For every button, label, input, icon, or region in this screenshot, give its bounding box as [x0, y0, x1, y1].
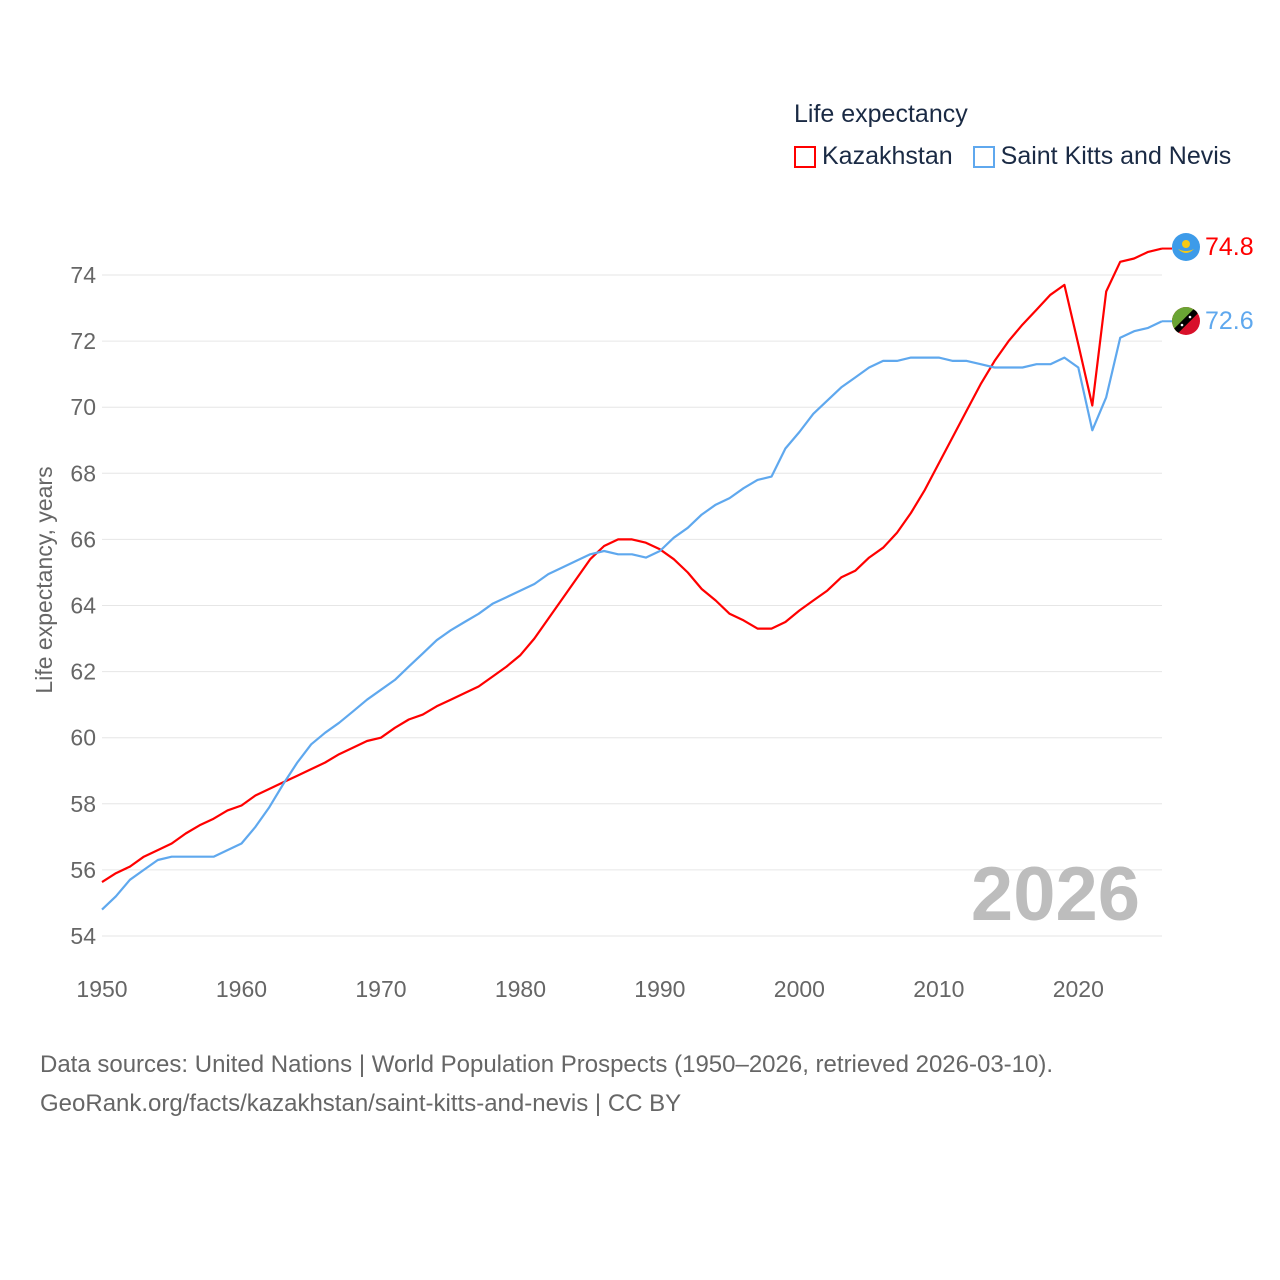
- x-tick-label: 2010: [913, 976, 964, 1002]
- legend-label-kazakhstan: Kazakhstan: [822, 142, 953, 170]
- series-line-saint-kitts-and-nevis[interactable]: [101, 320, 1163, 911]
- end-label-saint-kitts: 72.6: [1205, 307, 1254, 335]
- x-tick-label: 1990: [634, 976, 685, 1002]
- series-line-kazakhstan[interactable]: [101, 247, 1163, 884]
- legend-swatch-saint-kitts: [972, 145, 995, 168]
- y-tick-label: 70: [70, 394, 96, 420]
- saint-kitts-and-nevis-flag-icon: [1172, 307, 1200, 335]
- y-tick-label: 56: [70, 857, 96, 883]
- legend-title: Life expectancy: [794, 100, 968, 128]
- year-watermark: 2026: [971, 852, 1140, 937]
- legend-swatch-kazakhstan: [794, 145, 816, 168]
- legend-item-kazakhstan[interactable]: Kazakhstan: [794, 142, 953, 171]
- legend-label-saint-kitts: Saint Kitts and Nevis: [1000, 142, 1232, 170]
- y-tick-label: 60: [70, 725, 96, 751]
- source-line-2[interactable]: GeoRank.org/facts/kazakhstan/saint-kitts…: [40, 1090, 682, 1117]
- y-tick-label: 72: [70, 328, 96, 354]
- source-note: Data sources: United Nations | World Pop…: [40, 1045, 1053, 1123]
- x-tick-label: 2020: [1053, 976, 1104, 1002]
- legend-item-saint-kitts[interactable]: Saint Kitts and Nevis: [972, 142, 1232, 171]
- plot-area: 54 56 58 60 62 64 66 68 70 72 74 1950 1960 1970 1980 19…: [31, 233, 1254, 1002]
- x-tick-label: 2000: [774, 976, 825, 1002]
- y-axis-label: Life expectancy, years: [31, 466, 57, 693]
- y-tick-label: 74: [70, 262, 96, 288]
- x-tick-label: 1970: [355, 976, 406, 1002]
- source-line-1: Data sources: United Nations | World Pop…: [40, 1051, 1054, 1078]
- kazakhstan-flag-icon: [1172, 233, 1200, 261]
- end-label-kazakhstan: 74.8: [1205, 233, 1254, 261]
- y-tick-label: 62: [70, 659, 96, 685]
- y-tick-label: 66: [70, 526, 96, 552]
- x-tick-label: 1960: [216, 976, 267, 1002]
- x-tick-label: 1950: [76, 976, 127, 1002]
- legend: Kazakhstan Saint Kitts and Nevis: [794, 142, 1231, 171]
- y-tick-label: 58: [70, 791, 96, 817]
- y-tick-label: 54: [70, 923, 96, 949]
- x-tick-label: 1980: [495, 976, 546, 1002]
- y-tick-label: 68: [70, 460, 96, 486]
- y-tick-label: 64: [70, 593, 96, 619]
